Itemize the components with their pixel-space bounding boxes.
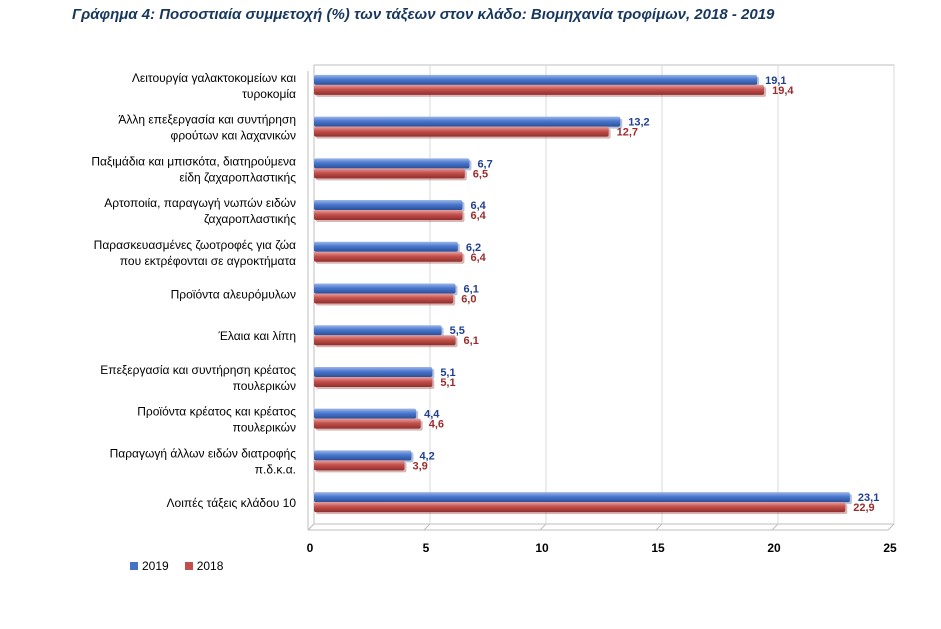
x-tick-label: 25	[883, 541, 897, 555]
category-label: Επεξεργασία και συντήρηση κρέατος	[100, 363, 296, 377]
data-label-2019: 6,4	[470, 200, 486, 212]
data-label-2018: 6,1	[464, 335, 479, 347]
bar-2018	[314, 84, 765, 95]
x-tick-label: 20	[767, 541, 781, 555]
category-label: πουλερικών	[233, 421, 296, 435]
bar-2019	[314, 366, 433, 377]
category-label: τυροκομία	[242, 87, 296, 101]
data-label-2019: 13,2	[628, 117, 649, 129]
gridline-floor	[423, 523, 431, 531]
bar-2019	[314, 325, 442, 336]
data-label-2018: 6,4	[470, 210, 486, 222]
gridline-floor	[771, 523, 779, 531]
data-label-2019: 19,1	[765, 75, 786, 87]
x-tick-label: 10	[535, 541, 549, 555]
bar-2018	[314, 293, 454, 304]
category-label: είδη ζαχαροπλαστικής	[179, 170, 296, 184]
x-tick-label: 5	[423, 541, 430, 555]
legend-label-2018: 2018	[196, 559, 224, 573]
category-label: Προϊόντα κρέατος και κρέατος	[137, 405, 296, 419]
bar-2018	[314, 502, 846, 513]
legend-swatch-2019	[130, 562, 138, 570]
gridline-floor	[539, 523, 547, 531]
data-label-2019: 4,2	[419, 450, 434, 462]
data-label-2018: 3,9	[412, 460, 427, 472]
bar-2018	[314, 251, 463, 262]
bar-2019	[314, 283, 456, 294]
legend-swatch-2018	[184, 562, 193, 570]
legend: 2019 2018	[130, 559, 223, 573]
bar-2018	[314, 460, 405, 471]
gridline-floor	[307, 523, 315, 531]
category-label: Προϊόντα αλευρόμυλων	[171, 288, 296, 302]
bar-2019	[314, 74, 758, 85]
legend-label-2019: 2019	[142, 559, 169, 573]
data-label-2019: 6,7	[477, 158, 492, 170]
category-label: Αρτοποιία, παραγωγή νωπών ειδών	[104, 196, 296, 210]
bar-2019	[314, 408, 417, 419]
data-label-2019: 4,4	[424, 409, 440, 421]
category-label: Άλλη επεξεργασία και συντήρηση	[118, 113, 296, 127]
category-label: Έλαια και λίπη	[217, 329, 296, 343]
bar-2018	[314, 210, 463, 221]
category-label: ζαχαροπλαστικής	[204, 212, 296, 226]
data-label-2018: 19,4	[772, 85, 794, 97]
bar-2019	[314, 241, 458, 252]
category-label: Λοιπές τάξεις κλάδου 10	[167, 496, 297, 510]
data-label-2018: 22,9	[853, 502, 874, 514]
bar-2018	[314, 335, 456, 346]
chart-title: Γράφημα 4: Ποσοστιαία συμμετοχή (%) των …	[72, 6, 775, 23]
gridline-floor	[655, 523, 663, 531]
x-tick-label: 15	[651, 541, 665, 555]
data-label-2019: 6,2	[466, 242, 481, 254]
data-label-2018: 5,1	[440, 377, 455, 389]
bar-2019	[314, 116, 621, 127]
data-label-2019: 23,1	[858, 492, 879, 504]
bar-2018	[314, 126, 609, 137]
category-label: Παρασκευασμένες ζωοτροφές για ζώα	[94, 238, 296, 252]
data-label-2019: 5,5	[450, 325, 465, 337]
category-label: Λειτουργία γαλακτοκομείων και	[132, 71, 296, 85]
category-label: φρούτων και λαχανικών	[171, 129, 296, 143]
category-label: που εκτρέφονται σε αγροκτήματα	[120, 254, 296, 268]
data-label-2019: 6,1	[464, 284, 479, 296]
x-tick-label: 0	[307, 541, 314, 555]
bar-2018	[314, 418, 421, 429]
bar-2018	[314, 168, 465, 179]
gridline-floor	[887, 523, 895, 531]
data-label-2018: 4,6	[429, 419, 444, 431]
data-label-2018: 12,7	[617, 127, 638, 139]
bar-2019	[314, 492, 850, 503]
bar-2019	[314, 158, 470, 169]
data-label-2018: 6,5	[473, 168, 488, 180]
data-label-2018: 6,0	[461, 294, 476, 306]
category-label: πουλερικών	[233, 379, 296, 393]
data-label-2018: 6,4	[470, 252, 486, 264]
bar-2018	[314, 376, 433, 387]
category-label: Παραγωγή άλλων ειδών διατροφής	[110, 446, 297, 460]
bar-2019	[314, 200, 463, 211]
category-label: Παξιμάδια και μπισκότα, διατηρούμενα	[91, 154, 296, 168]
data-label-2019: 5,1	[440, 367, 455, 379]
category-label: π.δ.κ.α.	[255, 462, 296, 476]
bar-2019	[314, 450, 412, 461]
